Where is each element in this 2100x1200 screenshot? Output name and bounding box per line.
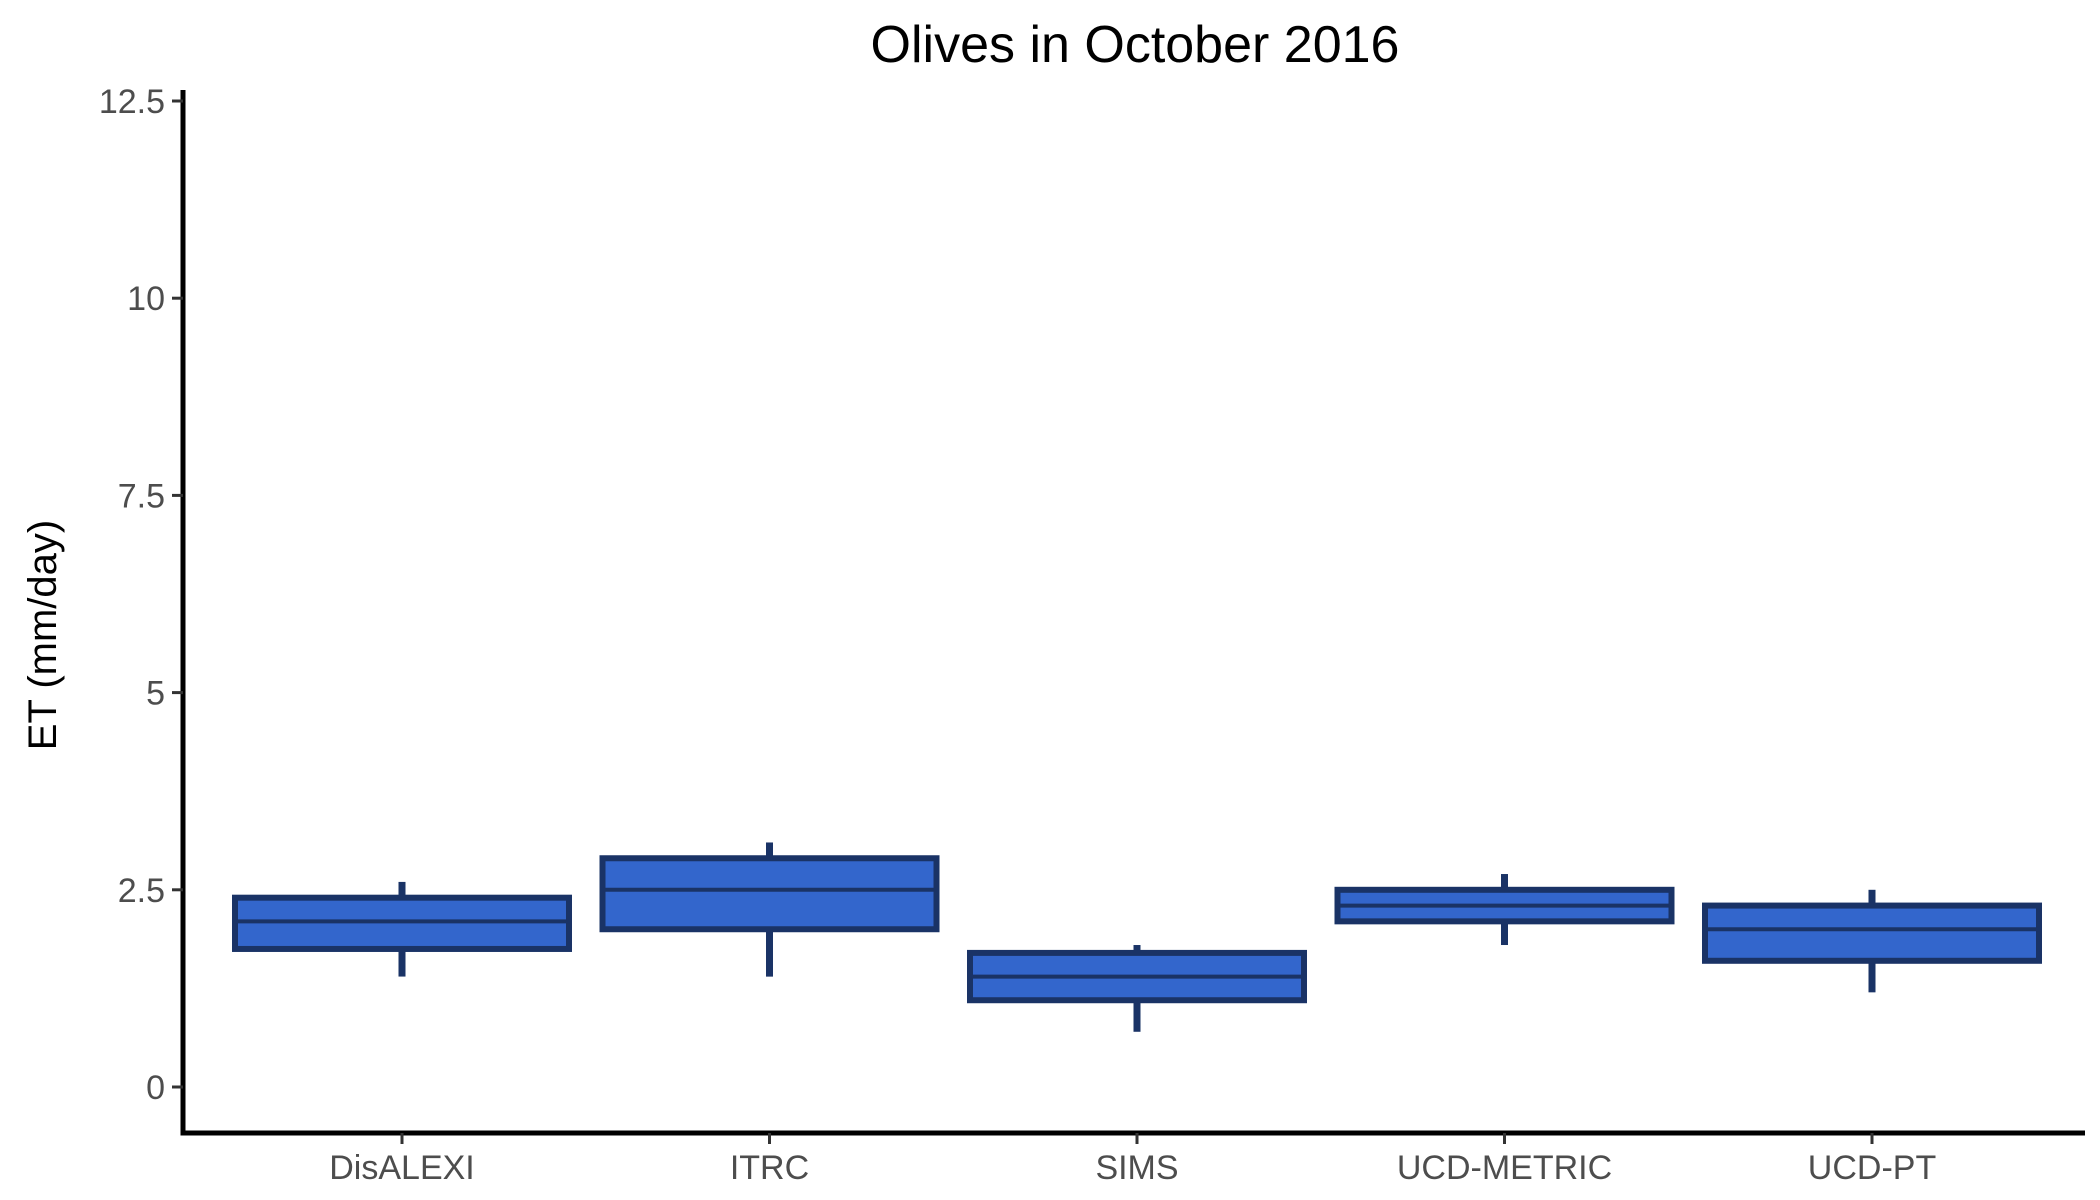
y-tick-label: 0 [146,1069,165,1107]
y-tick-label: 5 [146,675,165,713]
box-ucd-metric [1334,874,1675,946]
x-tick-label: ITRC [730,1149,809,1187]
box-disalexi [232,881,572,977]
y-axis: 0 2.5 5 7.5 10 12.5 [99,83,186,1136]
box-ucd-pt [1702,889,2042,993]
y-tick-label: 2.5 [118,872,165,910]
box-rect [1702,902,2042,964]
x-tick-label: UCD-METRIC [1397,1149,1612,1187]
x-tick-label: SIMS [1095,1149,1178,1187]
x-tick-label: DisALEXI [329,1149,475,1187]
box-sims [967,945,1307,1032]
x-tick-label: UCD-PT [1808,1149,1936,1187]
box-rect [599,855,940,933]
y-tick-label: 10 [127,280,165,318]
chart-title: Olives in October 2016 [871,16,1400,74]
box-itrc [599,842,940,977]
y-tick-label: 12.5 [99,83,165,121]
boxes-group [232,842,2042,1032]
y-axis-label: ET (mm/day) [21,520,65,750]
x-axis: DisALEXI ITRC SIMS UCD-METRIC UCD-PT [180,1130,2085,1187]
y-tick-label: 7.5 [118,477,165,515]
